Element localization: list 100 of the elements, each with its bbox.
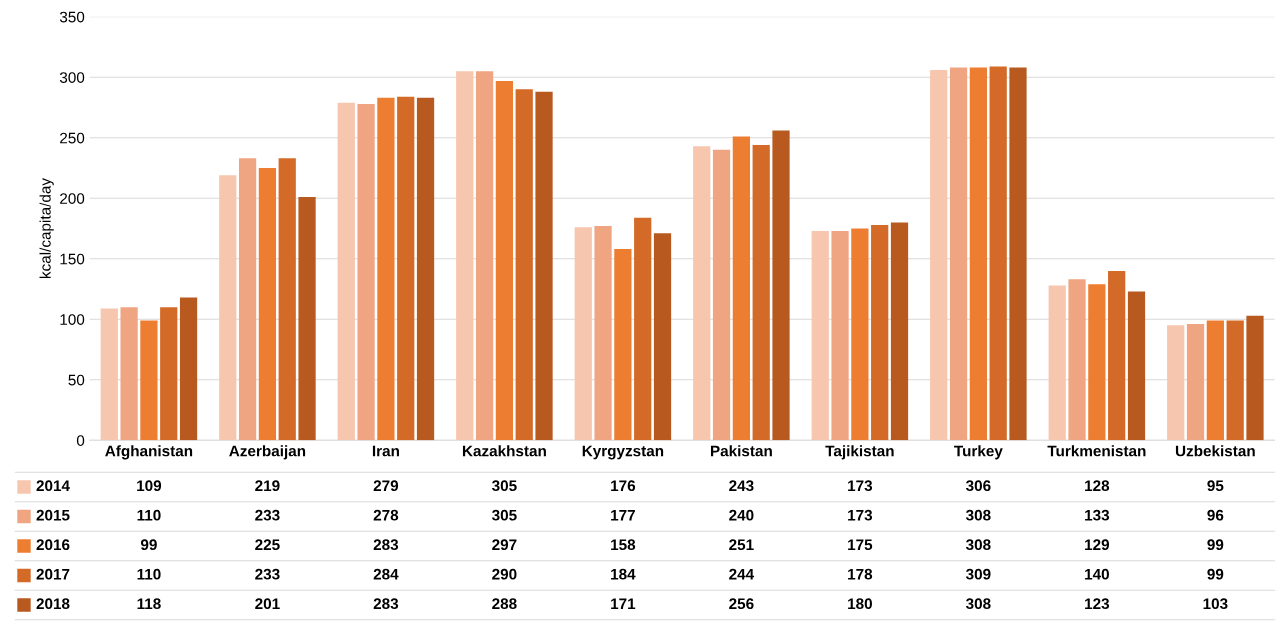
bar <box>1226 320 1244 441</box>
bar <box>337 102 355 441</box>
bar <box>179 297 198 441</box>
bar <box>634 217 652 441</box>
data-label: 240 <box>729 509 754 521</box>
data-label: 96 <box>1207 509 1224 521</box>
data-label: 290 <box>492 568 517 580</box>
bar <box>456 71 474 441</box>
data-label: 180 <box>848 598 872 610</box>
bar <box>120 307 138 441</box>
data-label: 99 <box>1207 539 1224 551</box>
bar <box>1009 67 1027 441</box>
data-label: 308 <box>965 539 991 551</box>
bar <box>949 67 968 441</box>
data-label: 171 <box>611 598 636 609</box>
bar <box>258 168 277 441</box>
bar <box>238 158 257 441</box>
legend-label: 2015 <box>36 509 70 521</box>
data-label: 305 <box>492 480 517 492</box>
data-label: 233 <box>255 509 280 521</box>
data-label: 158 <box>611 539 636 551</box>
data-label: 128 <box>1085 480 1110 492</box>
bar <box>535 91 553 441</box>
data-label: 123 <box>1085 598 1110 610</box>
legend-label: 2018 <box>36 598 70 610</box>
y-tick-label: 200 <box>60 193 85 204</box>
data-label: 219 <box>255 480 280 492</box>
data-label: 297 <box>492 539 517 551</box>
x-tick-label: Kyrgyzstan <box>582 445 664 460</box>
bar <box>871 224 889 441</box>
y-axis-title: kcal/capita/day <box>39 178 54 279</box>
bar <box>100 308 118 441</box>
data-label: 256 <box>729 598 754 610</box>
bar <box>772 130 790 441</box>
bar <box>160 307 178 441</box>
data-label: 305 <box>492 509 517 521</box>
data-label: 129 <box>1085 539 1110 551</box>
bar <box>416 97 435 441</box>
bar <box>495 80 514 441</box>
bar <box>377 97 395 441</box>
data-label: 173 <box>848 509 873 521</box>
bar <box>1246 315 1264 441</box>
data-label: 279 <box>373 480 399 492</box>
data-label: 110 <box>137 509 161 521</box>
data-label: 288 <box>492 598 517 610</box>
data-label: 178 <box>848 568 873 580</box>
bar <box>1167 325 1185 441</box>
data-label: 110 <box>137 568 161 580</box>
bar <box>140 320 158 441</box>
data-label: 140 <box>1085 568 1109 580</box>
x-tick-label: Kazakhstan <box>462 445 546 457</box>
bar <box>1068 279 1086 441</box>
data-label: 283 <box>373 598 399 610</box>
data-label: 244 <box>729 568 755 580</box>
legend-label: 2014 <box>36 480 70 492</box>
bar <box>614 249 632 441</box>
bar <box>712 149 731 441</box>
data-label: 109 <box>137 480 162 492</box>
bar <box>357 103 375 441</box>
data-label: 184 <box>611 568 636 580</box>
data-label: 99 <box>1207 568 1224 580</box>
x-tick-label: Azerbaijan <box>229 445 306 460</box>
bar <box>969 67 987 441</box>
bar <box>1088 284 1106 441</box>
data-label: 278 <box>373 509 399 521</box>
data-label: 175 <box>848 539 873 551</box>
bar <box>1108 270 1126 441</box>
legend-label: 2016 <box>36 539 70 551</box>
y-tick-label: 300 <box>59 72 85 83</box>
bar <box>732 136 750 441</box>
bar <box>574 227 592 441</box>
bar <box>890 222 909 441</box>
data-label: 201 <box>255 598 280 610</box>
x-tick-label: Turkey <box>954 445 1003 460</box>
bar <box>752 145 770 441</box>
data-label: 103 <box>1203 598 1228 610</box>
y-tick-label: 350 <box>59 11 85 23</box>
y-tick-label: 250 <box>60 132 85 144</box>
data-label: 118 <box>137 598 161 610</box>
data-label: 251 <box>729 539 754 551</box>
data-label: 99 <box>140 539 157 551</box>
bar <box>693 146 711 441</box>
data-label: 95 <box>1207 480 1224 492</box>
data-label: 176 <box>611 480 636 492</box>
bar <box>811 230 829 441</box>
bar <box>219 175 237 441</box>
x-tick-label: Iran <box>372 445 399 457</box>
data-label: 243 <box>729 480 754 492</box>
bar <box>594 226 612 441</box>
bar <box>1127 291 1146 441</box>
bar <box>851 228 869 441</box>
data-label: 233 <box>255 568 280 580</box>
x-tick-label: Pakistan <box>710 445 772 457</box>
bar <box>278 158 296 441</box>
data-label: 308 <box>965 509 991 521</box>
bar <box>515 89 533 441</box>
data-label: 225 <box>255 539 280 551</box>
x-tick-label: Afghanistan <box>105 445 193 460</box>
x-tick-label: Uzbekistan <box>1175 445 1255 457</box>
data-label: 133 <box>1085 509 1110 521</box>
